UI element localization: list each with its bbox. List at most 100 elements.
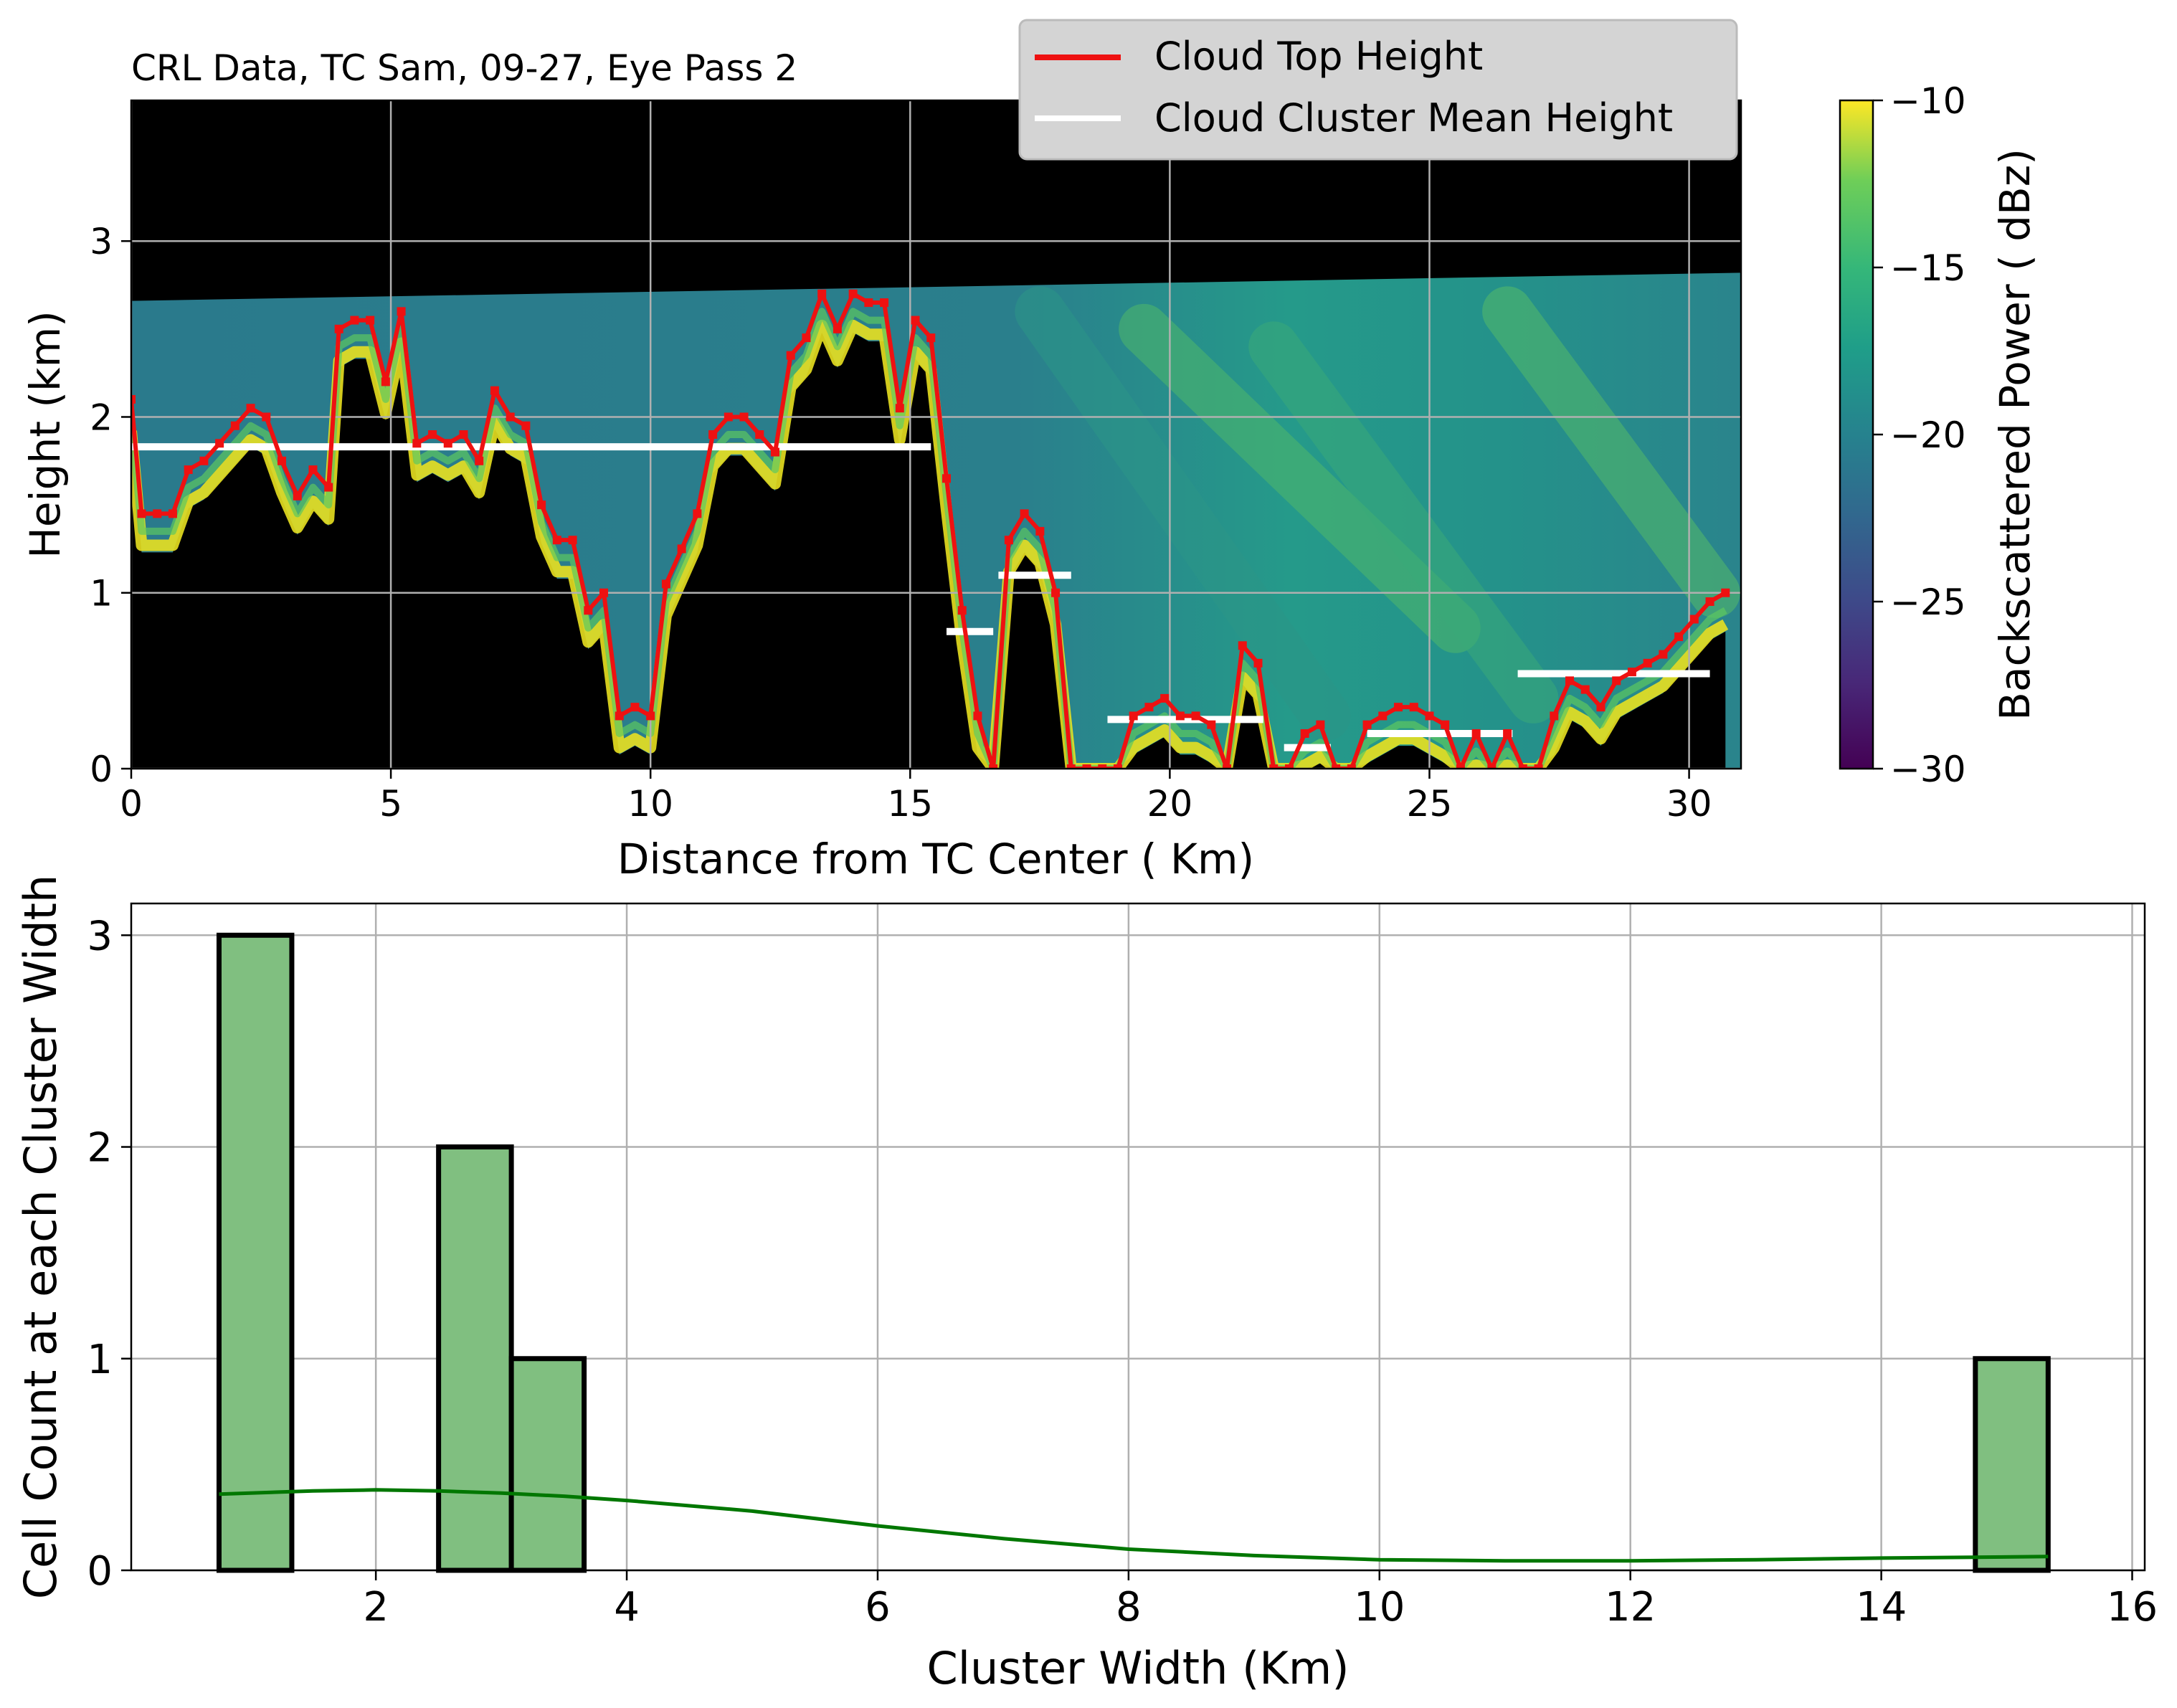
top-y-tick-label: 3	[90, 221, 113, 262]
cloud-top-point	[1394, 703, 1403, 712]
cloud-top-point	[677, 544, 686, 554]
cloud-top-point	[1705, 597, 1714, 606]
bottom-x-tick-label: 14	[1856, 1584, 1907, 1631]
cloud-top-point	[864, 298, 873, 308]
cloud-top-point	[1332, 764, 1341, 769]
top-chart-title: CRL Data, TC Sam, 09-27, Eye Pass 2	[131, 47, 797, 89]
cloud-top-point	[1020, 509, 1029, 518]
bottom-x-tick-label: 12	[1605, 1584, 1656, 1631]
cloud-top-point	[1347, 764, 1356, 769]
backscatter-streak	[1248, 321, 1559, 723]
cloud-top-point	[630, 703, 640, 712]
legend-label-cluster-mean: Cloud Cluster Mean Height	[1154, 95, 1673, 141]
colorbar-gradient	[1839, 99, 1874, 770]
cloud-top-point	[693, 509, 702, 518]
cloud-top-point	[1191, 711, 1200, 721]
cloud-top-point	[459, 430, 468, 439]
top-x-axis-label: Distance from TC Center ( Km)	[617, 835, 1254, 883]
cloud-top-point	[412, 439, 422, 448]
top-y-tick-label: 2	[90, 397, 113, 438]
cloud-top-point	[973, 711, 982, 721]
cloud-top-point	[1643, 658, 1652, 668]
cloud-top-point	[199, 456, 209, 465]
cloud-top-point	[584, 606, 593, 615]
cloud-top-point	[397, 307, 406, 316]
top-x-tick-label: 25	[1407, 783, 1453, 825]
bottom-y-tick-label: 2	[87, 1125, 113, 1172]
colorbar-tick-label: −25	[1890, 582, 1966, 623]
top-y-tick-label: 0	[90, 749, 113, 790]
cloud-top-point	[153, 509, 162, 518]
top-y-axis-label: Height (km)	[21, 310, 70, 559]
cloud-top-point	[324, 483, 333, 492]
cloud-top-point	[755, 430, 764, 439]
top-x-tick-label: 30	[1666, 783, 1712, 825]
colorbar-label: Backscattered Power ( dBz)	[1991, 148, 2039, 721]
cloud-top-point	[802, 333, 811, 343]
cloud-top-point	[131, 394, 136, 404]
heatmap-area	[131, 100, 1741, 769]
cloud-top-point	[137, 509, 146, 518]
cloud-top-point	[1425, 711, 1434, 721]
cloud-top-point	[1612, 676, 1621, 685]
cloud-top-point	[926, 333, 936, 343]
cloud-top-point	[1534, 764, 1543, 769]
bottom-y-tick-label: 3	[87, 913, 113, 959]
cloud-top-point	[1316, 720, 1325, 729]
cloud-top-point	[1596, 703, 1606, 712]
cloud-top-point	[1051, 588, 1061, 597]
cloud-top-point	[1689, 615, 1699, 624]
cloud-top-point	[989, 764, 998, 769]
bottom-x-tick-label: 4	[614, 1584, 640, 1631]
top-x-tick-label: 5	[379, 783, 402, 825]
cloud-top-point	[1284, 764, 1294, 769]
cloud-top-point	[334, 324, 343, 333]
cloud-top-point	[1565, 676, 1575, 685]
cloud-top-point	[1471, 729, 1481, 738]
cloud-top-point	[1674, 632, 1684, 642]
backscatter-streak	[1482, 286, 1740, 618]
cloud-top-point	[1721, 588, 1730, 597]
top-x-tick-label: 15	[887, 783, 933, 825]
backscatter-streak	[1015, 286, 1351, 741]
bottom-x-tick-label: 8	[1116, 1584, 1142, 1631]
cloud-top-point	[308, 465, 318, 475]
top-y-ticks: 0 1 2 3	[90, 221, 131, 790]
bottom-y-tick-label: 0	[87, 1548, 113, 1595]
cloud-top-point	[1550, 711, 1559, 721]
cloud-top-point	[1129, 711, 1138, 721]
cloud-top-point	[786, 351, 795, 360]
cloud-top-point	[1659, 650, 1668, 659]
cloud-top-point	[1269, 764, 1279, 769]
cloud-top-point	[568, 536, 577, 545]
cloud-top-point	[848, 289, 858, 298]
cloud-top-point	[1238, 641, 1247, 650]
colorbar-tick-label: −10	[1890, 80, 1966, 122]
cloud-top-point	[278, 456, 287, 465]
cloud-top-point	[1004, 536, 1013, 545]
colorbar-tick-label: −15	[1890, 247, 1966, 289]
backscatter-streaks	[1015, 286, 1740, 741]
cloud-top-point	[1409, 703, 1418, 712]
cloud-top-point	[957, 606, 967, 615]
cloud-top-point	[724, 412, 733, 422]
bottom-x-axis-label: Cluster Width (Km)	[926, 1642, 1349, 1694]
histogram-bar	[508, 1356, 587, 1573]
cloud-top-point	[366, 315, 375, 325]
cloud-top-point	[293, 491, 302, 500]
histogram-bar	[436, 1144, 514, 1573]
bottom-grid	[131, 903, 2145, 1572]
bottom-y-ticks: 0 1 2 3	[87, 913, 131, 1595]
cloud-top-point	[880, 298, 889, 308]
cloud-top-point	[1456, 764, 1465, 769]
cloud-top-point	[262, 412, 271, 422]
cloud-top-point	[184, 465, 193, 475]
cloud-top-point	[443, 439, 452, 448]
top-grid	[131, 100, 1741, 769]
bottom-y-axis-label: Cell Count at each Cluster Width	[14, 875, 67, 1600]
cloud-top-point	[246, 404, 255, 413]
cloud-top-point	[506, 412, 515, 422]
cloud-top-point	[428, 430, 437, 439]
cloud-top-point	[1253, 658, 1263, 668]
